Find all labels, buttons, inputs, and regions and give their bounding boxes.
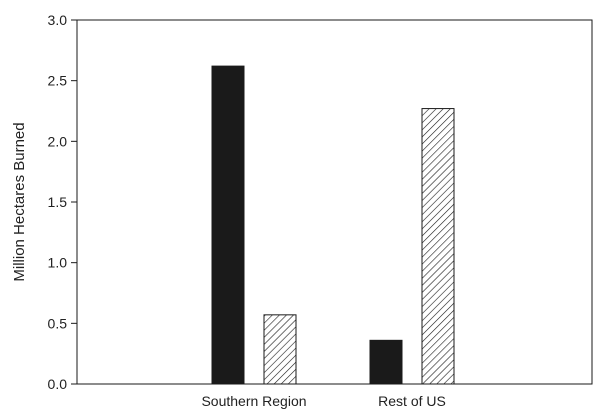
y-axis: 0.0 0.5 1.0 1.5 2.0 2.5 3.0: [48, 12, 77, 392]
x-category-label: Southern Region: [201, 393, 306, 409]
bar-solid-1: [369, 339, 403, 385]
bar-hatched-1: [421, 108, 455, 385]
y-tick-label: 1.5: [48, 194, 68, 210]
y-tick-label: 0.0: [48, 376, 68, 392]
bar-solid-0: [211, 65, 245, 385]
bar-hatched-0: [263, 314, 297, 385]
y-tick-label: 3.0: [48, 12, 68, 28]
x-category-label: Rest of US: [378, 393, 446, 409]
plot-border: [76, 19, 593, 385]
y-tick-label: 2.0: [48, 133, 68, 149]
y-tick-label: 0.5: [48, 315, 68, 331]
y-axis-title: Million Hectares Burned: [11, 122, 28, 281]
bars-group: [211, 65, 455, 385]
y-tick-label: 1.0: [48, 255, 68, 271]
y-tick-label: 2.5: [48, 73, 68, 89]
x-axis: Southern Region Rest of US: [201, 393, 445, 409]
plot-area: [76, 19, 593, 385]
